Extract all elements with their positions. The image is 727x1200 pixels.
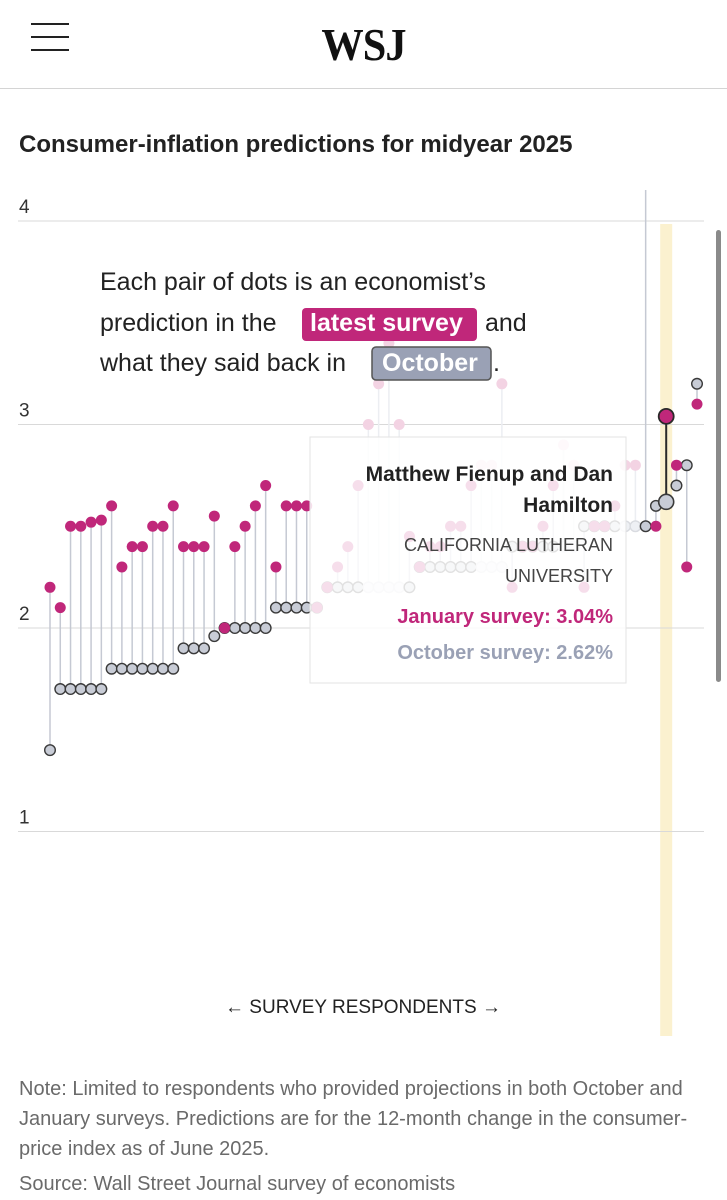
- october-dot[interactable]: [95, 683, 108, 696]
- y-tick-label: 4: [19, 197, 30, 218]
- october-dot[interactable]: [249, 622, 262, 635]
- january-dot[interactable]: [229, 541, 241, 553]
- january-dot[interactable]: [136, 541, 148, 553]
- october-dot[interactable]: [670, 479, 683, 492]
- january-dot[interactable]: [260, 480, 272, 492]
- january-dot[interactable]: [188, 541, 200, 553]
- october-dot[interactable]: [280, 601, 293, 614]
- january-dot[interactable]: [373, 378, 385, 390]
- october-label: October: [382, 349, 478, 377]
- january-dot[interactable]: [650, 520, 662, 532]
- january-dot[interactable]: [629, 459, 641, 471]
- january-dot[interactable]: [116, 561, 128, 573]
- latest-survey-label: latest survey: [310, 309, 463, 337]
- tooltip-org-line-2: UNIVERSITY: [505, 566, 613, 586]
- october-dot[interactable]: [639, 520, 652, 533]
- october-dot[interactable]: [290, 601, 303, 614]
- october-dot[interactable]: [269, 601, 282, 614]
- january-dot[interactable]: [126, 541, 138, 553]
- chart-title: Consumer-inflation predictions for midye…: [19, 131, 573, 158]
- october-dot[interactable]: [85, 683, 98, 696]
- january-dot[interactable]: [157, 520, 169, 532]
- january-dot[interactable]: [85, 516, 97, 528]
- y-tick-label: 3: [19, 401, 30, 422]
- october-dot[interactable]: [115, 662, 128, 675]
- january-dot[interactable]: [106, 500, 118, 512]
- chart-source: Source: Wall Street Journal survey of ec…: [19, 1173, 456, 1195]
- january-dot[interactable]: [670, 459, 682, 471]
- tooltip-org-line-1: CALIFORNIA LUTHERAN: [404, 535, 613, 555]
- january-dot[interactable]: [681, 561, 693, 573]
- january-dot[interactable]: [270, 561, 282, 573]
- highlighted-january-dot[interactable]: [657, 407, 675, 425]
- october-dot[interactable]: [691, 377, 704, 390]
- october-dot[interactable]: [146, 662, 159, 675]
- october-dot[interactable]: [629, 520, 642, 533]
- january-dot[interactable]: [290, 500, 302, 512]
- october-dot[interactable]: [74, 683, 87, 696]
- annotation-line-2-start: prediction in the: [100, 309, 277, 337]
- site-header: WSJ: [0, 0, 727, 89]
- hamburger-menu-icon[interactable]: [31, 23, 69, 55]
- october-dot[interactable]: [136, 662, 149, 675]
- january-dot[interactable]: [362, 419, 374, 430]
- january-dot[interactable]: [393, 419, 405, 430]
- x-axis-label: ← SURVEY RESPONDENTS →: [225, 997, 501, 1018]
- october-dot[interactable]: [228, 622, 241, 635]
- y-tick-label: 2: [19, 604, 30, 625]
- latest-survey-highlight: [302, 308, 477, 341]
- tooltip-name-line-1: Matthew Fienup and Dan: [366, 463, 613, 486]
- january-dot[interactable]: [65, 520, 77, 532]
- january-dot[interactable]: [249, 500, 261, 512]
- october-dot[interactable]: [64, 683, 77, 696]
- january-dot[interactable]: [147, 520, 159, 532]
- october-dot[interactable]: [239, 622, 252, 635]
- january-dot[interactable]: [208, 510, 220, 522]
- tooltip-january-value: January survey: 3.04%: [397, 606, 613, 628]
- january-dot[interactable]: [691, 398, 703, 410]
- respondent-tooltip: Matthew Fienup and Dan Hamilton CALIFORN…: [309, 436, 627, 684]
- annotation-line-3-end: .: [493, 349, 500, 377]
- annotation-line-1: Each pair of dots is an economist’s: [100, 268, 486, 296]
- january-dot[interactable]: [239, 520, 251, 532]
- january-dot[interactable]: [75, 520, 87, 532]
- october-dot[interactable]: [167, 662, 180, 675]
- scrollbar[interactable]: [716, 230, 721, 682]
- october-dot[interactable]: [44, 744, 57, 757]
- wsj-logo[interactable]: WSJ: [321, 19, 406, 70]
- january-dot[interactable]: [178, 541, 190, 553]
- chart-note: Note: Limited to respondents who provide…: [19, 1078, 688, 1160]
- october-dot[interactable]: [54, 683, 67, 696]
- y-tick-label: 1: [19, 808, 30, 829]
- january-dot[interactable]: [198, 541, 210, 553]
- tooltip-october-value: October survey: 2.62%: [397, 642, 613, 664]
- october-dot[interactable]: [208, 630, 221, 643]
- highlight-band: [660, 224, 673, 1036]
- october-dot[interactable]: [177, 642, 190, 655]
- highlighted-october-dot[interactable]: [657, 493, 675, 511]
- january-dot[interactable]: [219, 622, 231, 634]
- october-dot[interactable]: [680, 459, 693, 472]
- october-dot[interactable]: [156, 662, 169, 675]
- january-dot[interactable]: [496, 378, 508, 390]
- january-dot[interactable]: [44, 581, 56, 593]
- january-dot[interactable]: [167, 500, 179, 512]
- october-dot[interactable]: [259, 622, 272, 635]
- october-highlight: [371, 346, 492, 381]
- tooltip-name-line-2: Hamilton: [523, 494, 613, 517]
- january-dot[interactable]: [95, 514, 107, 526]
- annotation-line-2-end: and: [485, 309, 527, 337]
- january-dot[interactable]: [54, 602, 66, 614]
- annotation-line-3-start: what they said back in: [99, 349, 346, 377]
- october-dot[interactable]: [126, 662, 139, 675]
- january-dot[interactable]: [280, 500, 292, 512]
- october-dot[interactable]: [105, 662, 118, 675]
- october-dot[interactable]: [198, 642, 211, 655]
- october-dot[interactable]: [187, 642, 200, 655]
